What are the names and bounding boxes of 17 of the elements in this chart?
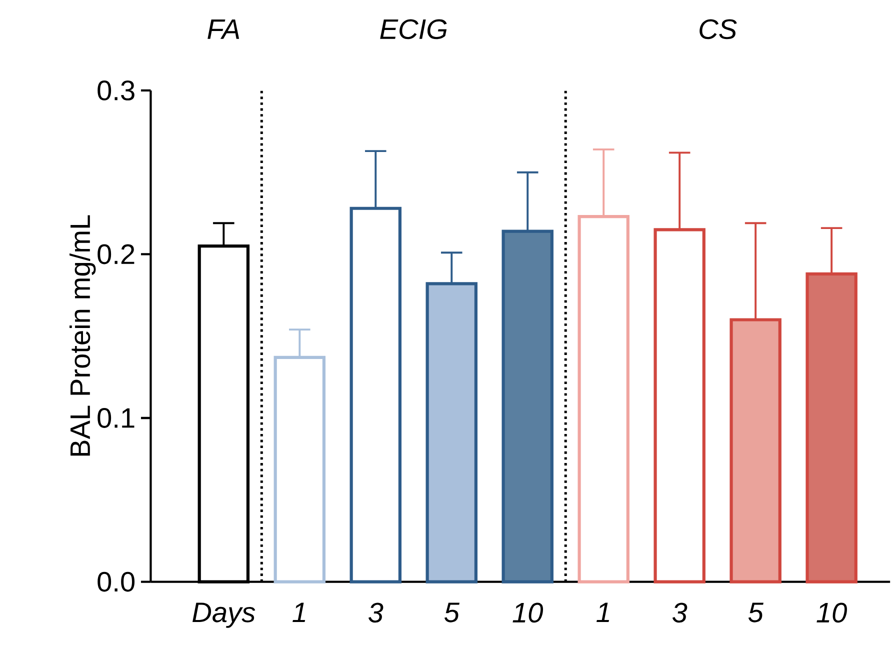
x-tick-label: Days — [192, 602, 256, 628]
x-tick-label: 10 — [512, 602, 544, 623]
text: FA — [208, 20, 240, 39]
x-tick-label: 10 — [816, 602, 847, 623]
y-tick-label: 0.1 — [98, 408, 134, 428]
x-tick-label: 1 — [292, 602, 306, 622]
text: ECIG — [380, 19, 447, 40]
y-axis-title: BAL Protein mg/mL — [70, 215, 96, 456]
x-tick-label: 5 — [444, 602, 460, 622]
x-tick-label: 3 — [672, 602, 688, 623]
y-tick-label: 0.0 — [98, 572, 135, 592]
y-tick-label: 0.3 — [98, 80, 134, 101]
text: CS — [700, 19, 737, 40]
y-tick-label: 0.2 — [98, 244, 134, 264]
x-tick-label: 5 — [748, 602, 764, 622]
x-tick-label: 1 — [596, 602, 610, 622]
x-tick-label: 3 — [368, 602, 384, 623]
